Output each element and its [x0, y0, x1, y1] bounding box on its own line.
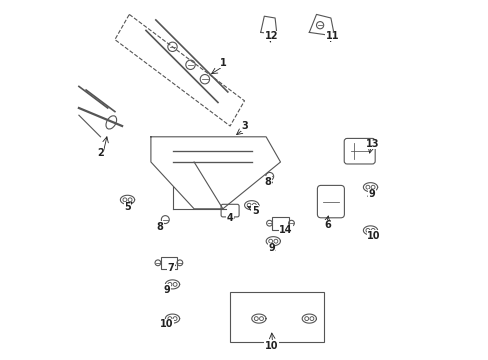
Text: 12: 12: [264, 31, 278, 41]
Bar: [230, 292, 323, 342]
Text: 13: 13: [365, 139, 378, 149]
Text: 8: 8: [156, 222, 163, 232]
Text: 7: 7: [167, 263, 174, 273]
Text: 5: 5: [124, 202, 131, 212]
Text: 5: 5: [251, 206, 258, 216]
Text: 14: 14: [279, 225, 292, 235]
Text: 2: 2: [97, 148, 103, 158]
Text: 9: 9: [267, 243, 274, 253]
Text: 1: 1: [219, 58, 226, 68]
Text: 9: 9: [368, 189, 375, 199]
Text: 11: 11: [325, 31, 339, 41]
Text: 6: 6: [323, 220, 330, 230]
Text: 3: 3: [241, 121, 247, 131]
Text: 9: 9: [163, 285, 170, 295]
Text: 10: 10: [264, 341, 278, 351]
Text: 8: 8: [264, 177, 271, 187]
Text: 10: 10: [160, 319, 174, 329]
Text: 10: 10: [366, 231, 380, 241]
Text: 4: 4: [226, 213, 233, 223]
